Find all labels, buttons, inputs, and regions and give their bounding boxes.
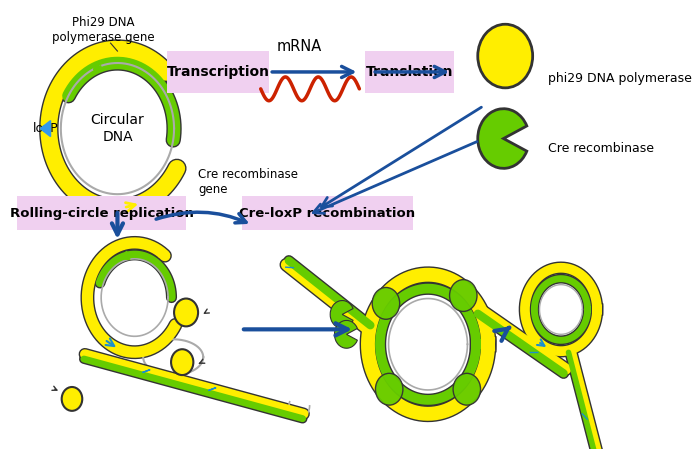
Text: Rolling-circle replication: Rolling-circle replication	[10, 207, 193, 220]
Polygon shape	[209, 387, 216, 391]
Circle shape	[174, 298, 198, 326]
Polygon shape	[40, 121, 50, 136]
FancyBboxPatch shape	[17, 196, 186, 230]
Polygon shape	[143, 369, 150, 373]
Circle shape	[375, 374, 403, 405]
Wedge shape	[330, 301, 353, 328]
FancyBboxPatch shape	[167, 51, 270, 93]
Circle shape	[62, 387, 83, 411]
Polygon shape	[285, 267, 294, 268]
Text: Phi29 DNA
polymerase gene: Phi29 DNA polymerase gene	[52, 16, 155, 44]
Circle shape	[372, 288, 400, 320]
Text: Cre-loxP recombination: Cre-loxP recombination	[239, 207, 415, 220]
Circle shape	[478, 24, 533, 88]
Text: loxP: loxP	[34, 122, 59, 135]
Text: Cre recombinase
gene: Cre recombinase gene	[198, 168, 298, 196]
Circle shape	[453, 374, 481, 405]
Text: Transcription: Transcription	[167, 65, 270, 79]
Text: phi29 DNA polymerase: phi29 DNA polymerase	[548, 72, 692, 86]
Circle shape	[449, 279, 477, 311]
Text: mRNA: mRNA	[276, 39, 322, 54]
Circle shape	[171, 349, 193, 375]
FancyBboxPatch shape	[241, 196, 412, 230]
Wedge shape	[478, 109, 527, 168]
Text: Cre recombinase: Cre recombinase	[548, 142, 654, 155]
Wedge shape	[335, 320, 358, 348]
Text: Circular
DNA: Circular DNA	[90, 113, 144, 144]
Polygon shape	[582, 414, 588, 420]
Text: Translation: Translation	[365, 65, 453, 79]
FancyBboxPatch shape	[365, 51, 454, 93]
